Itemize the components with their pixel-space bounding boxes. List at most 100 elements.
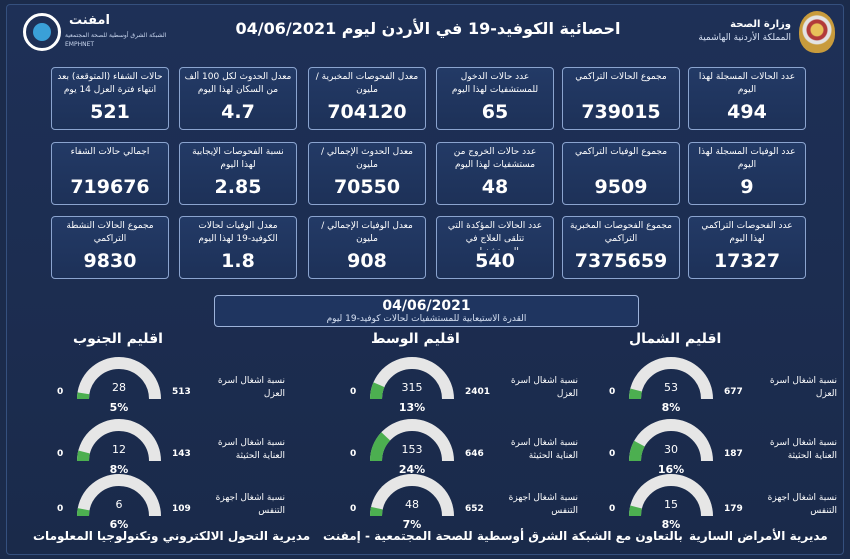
occupancy-gauge: 6 6% 0 109 <box>57 474 191 531</box>
gauge-label: نسبة اشغال اسرة العزل <box>510 376 578 399</box>
stat-label: عدد الوفيات المسجلة لهذا اليوم <box>698 147 796 170</box>
emphnet-logo: امفنت الشبكة الشرق أوسطية للصحة المجتمعي… <box>23 11 166 55</box>
stat-value: 65 <box>481 101 509 123</box>
stat-value: 9509 <box>594 176 648 198</box>
gauge-percent: 5% <box>109 401 129 414</box>
gauge-fill <box>370 432 391 462</box>
gauge-percent: 8% <box>661 518 681 531</box>
region-title: اقليم الوسط <box>371 331 460 347</box>
kingdom-name: المملكة الأردنية الهاشمية <box>698 33 791 43</box>
occupancy-gauge: 28 5% 0 513 <box>57 357 191 414</box>
gauge-min: 0 <box>350 449 357 459</box>
occupancy-gauge: 53 8% 0 677 <box>609 357 743 414</box>
stat-value: 719676 <box>70 176 150 198</box>
gauge-max: 652 <box>465 504 484 514</box>
banner-subtitle: القدرة الاستيعابية للمستشفيات لحالات كوف… <box>326 314 527 324</box>
occupancy-gauge: 153 24% 0 646 <box>350 419 484 476</box>
stat-label: مجموع الحالات النشطة التراكمي <box>66 221 154 244</box>
gauge-label: نسبة اشغال اسرة العناية الحثيثة <box>510 438 578 461</box>
gauge-min: 0 <box>57 504 64 514</box>
stat-label: معدل الحدوث الإجمالي /مليون <box>320 147 414 170</box>
gauge-track <box>370 357 454 400</box>
stat-label: معدل الفحوصات المخبرية /مليون <box>315 72 419 95</box>
stat-card: عدد الوفيات المسجلة لهذا اليوم 9 <box>688 142 806 205</box>
gauge-max: 2401 <box>465 387 491 397</box>
stat-value: 48 <box>481 176 509 198</box>
gauge-arc <box>370 357 454 400</box>
stat-label: مجموع الفحوصات المخبرية التراكمي <box>570 221 672 244</box>
gauge-arc <box>76 357 161 400</box>
stat-card: عدد حالات الدخول للمستشفيات لهذا اليوم 65 <box>436 67 554 130</box>
stat-value: 494 <box>727 101 767 123</box>
logo-subtitle-en: EMPHNET <box>65 41 95 48</box>
stat-label: مجموع الوفيات التراكمي <box>574 147 668 157</box>
stat-card: اجمالي حالات الشفاء 719676 <box>51 142 169 205</box>
gauge-track <box>77 474 161 517</box>
stat-label: عدد حالات الدخول للمستشفيات لهذا اليوم <box>451 72 539 95</box>
logo-name: امفنت <box>69 13 110 28</box>
stat-card: معدل الحدوث لكل 100 ألف من السكان لهذا ا… <box>179 67 297 130</box>
stat-card: عدد حالات الخروج من مستشفيات لهذا اليوم 4… <box>436 142 554 205</box>
gauge-min: 0 <box>350 504 357 514</box>
stat-label: اجمالي حالات الشفاء <box>70 147 150 157</box>
occupancy-gauge: 12 8% 0 143 <box>57 419 191 476</box>
gauge-max: 109 <box>172 504 191 514</box>
gauge-label: نسبة اشغال اسرة العزل <box>217 376 285 399</box>
region-title: اقليم الشمال <box>629 331 722 347</box>
stat-value: 704120 <box>327 101 407 123</box>
gauge-current: 6 <box>115 498 123 511</box>
occupancy-gauge: 48 7% 0 652 <box>350 474 484 531</box>
stat-card: عدد الحالات المسجلة لهذا اليوم 494 <box>688 67 806 130</box>
page-title: احصائية الكوفيد-19 في الأردن ليوم 04/06/… <box>235 19 621 38</box>
gauge-current: 315 <box>401 381 423 394</box>
gauge-current: 30 <box>664 443 678 456</box>
stat-card: مجموع الحالات التراكمي 739015 <box>562 67 680 130</box>
stat-label: عدد الحالات المسجلة لهذا اليوم <box>698 72 796 95</box>
gauge-min: 0 <box>350 387 357 397</box>
stat-label: حالات الشفاء (المتوقعة) بعد انتهاء فترة … <box>57 72 163 95</box>
gauge-min: 0 <box>609 387 616 397</box>
stat-value: 540 <box>475 250 515 272</box>
banner-date: 04/06/2021 <box>382 298 471 314</box>
gauge-label: نسبة اشغال اجهزة التنفس <box>767 493 837 516</box>
gauge-track <box>77 357 161 400</box>
stat-value: 1.8 <box>221 250 255 272</box>
coat-of-arms-icon <box>799 11 835 53</box>
gauge-arc <box>370 474 454 517</box>
footer-left: مديرية التحول الالكتروني وتكنولوجيا المع… <box>33 529 311 543</box>
ministry-name: وزارة الصحة <box>730 19 791 30</box>
stat-value: 521 <box>90 101 130 123</box>
occupancy-gauge: 15 8% 0 179 <box>609 474 743 531</box>
header: امفنت الشبكة الشرق أوسطية للصحة المجتمعي… <box>7 5 843 61</box>
capacity-banner: 04/06/2021 القدرة الاستيعابية للمستشفيات… <box>214 295 639 327</box>
gauge-percent: 13% <box>398 401 426 414</box>
gauge-label: نسبة اشغال اجهزة التنفس <box>508 493 578 516</box>
gauge-percent: 8% <box>109 463 129 476</box>
gauge-label: نسبة اشغال اسرة العناية الحثيثة <box>769 438 837 461</box>
stat-card: مجموع الفحوصات المخبرية التراكمي 7375659 <box>562 216 680 279</box>
gauge-current: 53 <box>664 381 678 394</box>
gauge-min: 0 <box>57 449 64 459</box>
gauge-track <box>629 474 713 517</box>
stat-card: عدد الحالات المؤكدة التي تتلقى العلاج في… <box>436 216 554 279</box>
gauge-current: 28 <box>112 381 126 394</box>
gauge-arc <box>77 474 161 517</box>
gauge-fill <box>77 450 90 462</box>
gauge-arc <box>77 419 161 462</box>
stat-card: معدل الفحوصات المخبرية /مليون 704120 <box>308 67 426 130</box>
gauge-min: 0 <box>57 387 64 397</box>
stat-label: عدد الفحوصات التراكمي لهذا اليوم <box>701 221 793 244</box>
gauge-percent: 24% <box>398 463 426 476</box>
stat-label: عدد حالات الخروج من مستشفيات لهذا اليوم <box>453 147 537 170</box>
stat-value: 70550 <box>333 176 401 198</box>
ministry-logo: وزارة الصحة المملكة الأردنية الهاشمية <box>695 11 835 55</box>
occupancy-gauge: 315 13% 0 2401 <box>350 357 490 414</box>
gauge-arc <box>370 419 454 462</box>
logo-subtitle: الشبكة الشرق أوسطية للصحة المجتمعية <box>65 32 167 39</box>
globe-icon <box>23 13 61 51</box>
gauge-current: 12 <box>112 443 126 456</box>
gauge-track <box>370 474 454 517</box>
gauge-percent: 16% <box>657 463 685 476</box>
stat-label: معدل الوفيات لحالات الكوفيد-19 لهذا اليو… <box>198 221 278 244</box>
stat-value: 2.85 <box>214 176 262 198</box>
